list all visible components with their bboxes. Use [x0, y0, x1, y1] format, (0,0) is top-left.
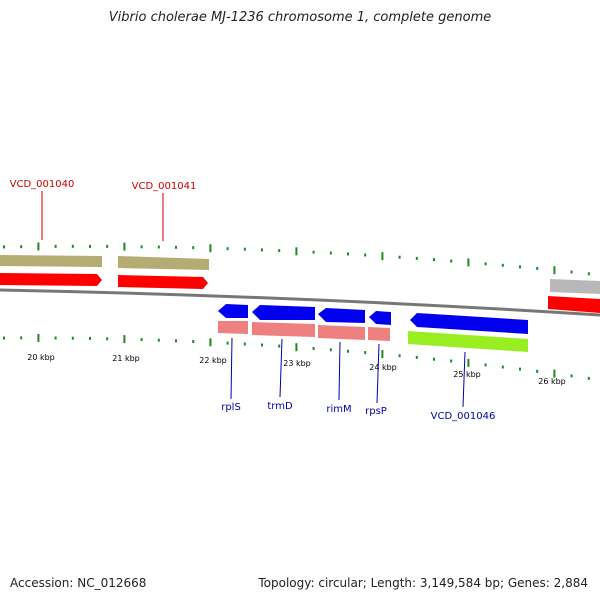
scale-labels: 20 kbp 21 kbp 22 kbp 23 kbp 24 kbp 25 kb… [27, 353, 566, 386]
gene-label-vcd-001046[interactable]: VCD_001046 [431, 411, 496, 422]
scale-label-20kbp: 20 kbp [27, 353, 55, 362]
gene-blue-trmD[interactable] [252, 305, 315, 320]
leader-line-rplS [230, 337, 233, 400]
gene-blue-rplS[interactable] [218, 304, 248, 318]
reverse-strand-genes [218, 304, 528, 352]
gene-label-vcd-001041[interactable]: VCD_001041 [132, 181, 197, 192]
genome-stats-text: Topology: circular; Length: 3,149,584 bp… [258, 576, 588, 590]
gene-label-trmD[interactable]: trmD [267, 401, 293, 412]
leader-line-trmD [279, 338, 283, 398]
gene-blue-rpsP[interactable] [369, 311, 391, 325]
gene-pink-trmD[interactable] [252, 322, 315, 337]
gene-red-vcd-001040[interactable] [0, 273, 102, 286]
bottom-gene-labels: rplS trmD rimM rpsP VCD_001046 [221, 337, 496, 422]
leader-line-rpsP [376, 343, 380, 404]
scale-label-21kbp: 21 kbp [112, 354, 140, 363]
leader-line-rimM [338, 341, 341, 401]
gene-red-right[interactable] [548, 296, 600, 313]
gene-pink-rimM[interactable] [318, 325, 365, 340]
scale-label-23kbp: 23 kbp [283, 359, 311, 368]
scale-label-26kbp: 26 kbp [538, 377, 566, 386]
accession-text: Accession: NC_012668 [10, 576, 147, 590]
forward-strand-genes [0, 255, 600, 313]
gene-red-vcd-001041[interactable] [118, 275, 208, 289]
top-gene-labels: VCD_001040 VCD_001041 [10, 179, 197, 241]
scale-label-24kbp: 24 kbp [369, 363, 397, 372]
map-title: Vibrio cholerae MJ-1236 chromosome 1, co… [108, 10, 492, 25]
gene-lime-vcd-001046[interactable] [408, 331, 528, 352]
gene-grey-right[interactable] [550, 279, 600, 294]
gene-tan-left[interactable] [0, 255, 102, 267]
gene-pink-rplS[interactable] [218, 321, 248, 334]
scale-label-25kbp: 25 kbp [453, 370, 481, 379]
leader-line-vcd-001046 [462, 351, 466, 408]
gene-label-rpsP[interactable]: rpsP [365, 406, 387, 417]
gene-blue-rimM[interactable] [318, 308, 365, 323]
tick-marks-top [3, 242, 590, 276]
genome-backbone [0, 288, 600, 317]
gene-blue-vcd-001046[interactable] [410, 313, 528, 334]
gene-label-rplS[interactable]: rplS [221, 402, 241, 413]
gene-tan-vcd-001041[interactable] [118, 256, 209, 270]
gene-label-vcd-001040[interactable]: VCD_001040 [10, 179, 75, 190]
tick-marks-bottom [3, 333, 590, 380]
gene-pink-rpsP[interactable] [368, 327, 390, 341]
gene-label-rimM[interactable]: rimM [326, 404, 351, 415]
scale-label-22kbp: 22 kbp [199, 356, 227, 365]
